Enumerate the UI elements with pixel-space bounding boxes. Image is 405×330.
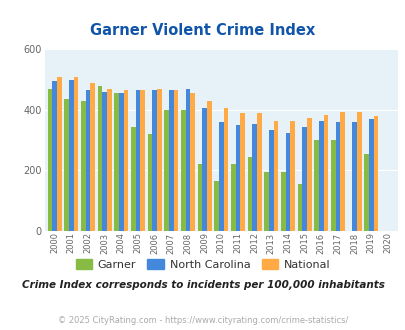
Bar bbox=[273, 120, 277, 231]
Bar bbox=[57, 77, 62, 231]
Bar bbox=[202, 109, 207, 231]
Bar bbox=[306, 117, 311, 231]
Bar bbox=[168, 90, 173, 231]
Bar bbox=[207, 101, 211, 231]
Bar bbox=[102, 92, 107, 231]
Bar bbox=[73, 77, 78, 231]
Bar bbox=[339, 112, 344, 231]
Bar bbox=[190, 93, 194, 231]
Bar bbox=[352, 122, 356, 231]
Bar bbox=[90, 83, 95, 231]
Bar bbox=[85, 90, 90, 231]
Bar bbox=[197, 164, 202, 231]
Bar bbox=[256, 113, 261, 231]
Bar bbox=[64, 99, 69, 231]
Bar bbox=[230, 164, 235, 231]
Bar bbox=[373, 116, 377, 231]
Bar bbox=[368, 119, 373, 231]
Bar bbox=[323, 115, 327, 231]
Bar bbox=[214, 181, 218, 231]
Bar bbox=[268, 130, 273, 231]
Bar bbox=[69, 80, 73, 231]
Bar bbox=[335, 122, 339, 231]
Text: © 2025 CityRating.com - https://www.cityrating.com/crime-statistics/: © 2025 CityRating.com - https://www.city… bbox=[58, 315, 347, 325]
Bar bbox=[290, 120, 294, 231]
Bar bbox=[140, 90, 145, 231]
Bar bbox=[124, 90, 128, 231]
Bar bbox=[131, 127, 135, 231]
Bar bbox=[297, 184, 301, 231]
Bar bbox=[152, 90, 157, 231]
Bar bbox=[252, 124, 256, 231]
Bar bbox=[285, 133, 290, 231]
Bar bbox=[81, 101, 85, 231]
Bar bbox=[157, 89, 161, 231]
Bar bbox=[114, 93, 119, 231]
Bar bbox=[223, 109, 228, 231]
Text: Crime Index corresponds to incidents per 100,000 inhabitants: Crime Index corresponds to incidents per… bbox=[21, 280, 384, 290]
Bar bbox=[164, 110, 168, 231]
Bar bbox=[218, 122, 223, 231]
Bar bbox=[97, 86, 102, 231]
Bar bbox=[280, 172, 285, 231]
Bar bbox=[301, 127, 306, 231]
Bar bbox=[356, 112, 361, 231]
Bar bbox=[185, 89, 190, 231]
Text: Garner Violent Crime Index: Garner Violent Crime Index bbox=[90, 23, 315, 38]
Bar bbox=[107, 89, 111, 231]
Bar bbox=[330, 140, 335, 231]
Bar bbox=[363, 154, 368, 231]
Bar bbox=[47, 89, 52, 231]
Bar bbox=[173, 90, 178, 231]
Bar bbox=[318, 120, 323, 231]
Bar bbox=[181, 110, 185, 231]
Bar bbox=[240, 113, 244, 231]
Legend: Garner, North Carolina, National: Garner, North Carolina, National bbox=[71, 255, 334, 274]
Bar bbox=[119, 93, 124, 231]
Bar bbox=[235, 125, 240, 231]
Bar bbox=[247, 157, 252, 231]
Bar bbox=[264, 172, 268, 231]
Bar bbox=[147, 134, 152, 231]
Bar bbox=[52, 81, 57, 231]
Bar bbox=[313, 140, 318, 231]
Bar bbox=[135, 90, 140, 231]
